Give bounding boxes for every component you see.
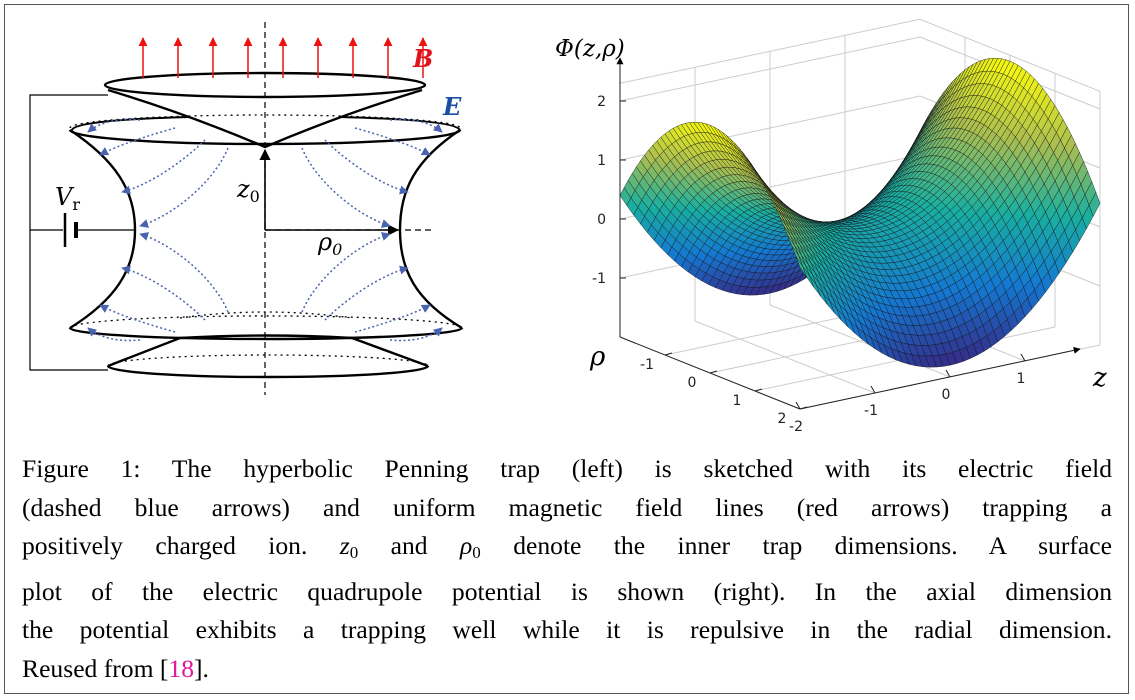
field-line <box>324 139 409 195</box>
magnetic-field-arrows <box>138 37 428 78</box>
rho-axis <box>619 336 801 410</box>
rho0-base: ρ <box>317 228 332 256</box>
citation: 18 <box>168 653 195 683</box>
caption-line: the potential exhibits a trapping well w… <box>22 611 1112 650</box>
wire <box>29 94 108 371</box>
math: ρ0 <box>460 531 481 563</box>
field-line <box>389 327 443 342</box>
rho-axis-label: ρ <box>589 342 606 372</box>
endcap-top <box>107 88 423 149</box>
tick-mark <box>870 385 876 394</box>
box-edge <box>919 18 1101 92</box>
field-line <box>99 304 176 333</box>
vr-label: Vr <box>55 183 80 214</box>
tick-mark <box>1020 353 1026 362</box>
surface <box>619 57 1101 368</box>
endcap-top <box>103 71 427 99</box>
caption: Figure 1: The hyperbolic Penning trap (l… <box>22 450 1112 689</box>
surface-patch <box>795 256 808 278</box>
rho-tick-label: 2 <box>778 411 787 427</box>
caption-text: positively charged ion. <box>22 531 340 561</box>
z-axis <box>799 346 1081 410</box>
z-tick-label: 0 <box>942 387 951 403</box>
caption-text: (dashed blue arrows) and uniform magneti… <box>22 492 1112 522</box>
phi-tick-label: 0 <box>597 212 606 228</box>
vr-base: V <box>55 183 75 211</box>
ring-left <box>69 129 137 330</box>
math-base: z <box>339 531 350 561</box>
field-line <box>87 327 141 342</box>
tick-mark <box>795 401 801 410</box>
surface-plot: 2 1 0 -1 -2 -1 0 1 -1 0 1 2 Φ(z,ρ) z ρ <box>555 18 1107 435</box>
z-tick-label: -2 <box>789 419 803 435</box>
caption-text: plot of the electric quadrupole potentia… <box>22 576 1112 606</box>
rho-tick-label: 1 <box>733 393 742 409</box>
z0-base: z <box>236 175 250 203</box>
caption-line: plot of the electric quadrupole potentia… <box>22 573 1112 612</box>
ring-top <box>68 129 462 146</box>
phi-tick-label: 2 <box>597 94 606 110</box>
tick-mark <box>945 369 951 378</box>
penning-trap-sketch <box>29 22 464 395</box>
caption-text: ]. <box>194 653 209 683</box>
caption-text: and <box>358 531 460 561</box>
figure-frame <box>4 4 1129 694</box>
tick-mark <box>754 388 763 392</box>
field-line <box>121 139 206 195</box>
caption-line: positively charged ion. z0 and ρ0 denote… <box>22 527 1112 573</box>
tick-mark <box>664 352 673 356</box>
electric-field-lines <box>87 118 443 342</box>
vr-sub: r <box>72 195 80 214</box>
math-sub: 0 <box>472 543 481 563</box>
field-line <box>354 127 431 156</box>
math-base: ρ <box>460 531 473 561</box>
field-line <box>139 232 229 313</box>
field-line <box>87 118 141 133</box>
z-axis-label: z <box>1092 363 1107 393</box>
field-line <box>139 147 229 228</box>
caption-line: (dashed blue arrows) and uniform magneti… <box>22 489 1112 528</box>
caption-text: Figure 1: The hyperbolic Penning trap (l… <box>22 454 1112 483</box>
rho-tick-label: -1 <box>640 357 654 373</box>
endcap-bottom <box>107 334 429 368</box>
ring-back <box>69 315 463 329</box>
caption-text: denote the inner trap dimensions. A surf… <box>480 531 1112 561</box>
z-tick-label: 1 <box>1017 371 1026 387</box>
tick-mark <box>709 370 718 374</box>
field-line <box>354 304 431 333</box>
field-line <box>99 127 176 156</box>
rho0-label: ρ0 <box>317 228 342 259</box>
phi-axis-label: Φ(z,ρ) <box>555 36 625 62</box>
field-line <box>301 232 391 313</box>
z0-label: z0 <box>236 175 260 206</box>
rho-tick-label: 0 <box>688 375 697 391</box>
endcap-bottom <box>106 365 430 379</box>
b-label: B <box>412 44 433 73</box>
math-sub: 0 <box>349 543 359 563</box>
ring-top <box>71 116 461 131</box>
caption-text: Reused from [ <box>22 653 169 683</box>
box-edge <box>619 18 921 84</box>
phi-tick-label: -1 <box>592 271 606 287</box>
e-label: E <box>442 92 462 121</box>
field-line <box>324 265 409 321</box>
field-line <box>301 147 391 228</box>
endcap-back <box>179 311 353 319</box>
ring-right <box>398 129 463 330</box>
field-line <box>121 265 206 321</box>
endcap-back <box>107 354 429 367</box>
z0-sub: 0 <box>250 187 260 206</box>
caption-line: Reused from [18]. <box>22 650 1112 689</box>
field-line <box>389 118 443 133</box>
math: z0 <box>339 531 359 563</box>
phi-tick-label: 1 <box>597 153 606 169</box>
rho0-sub: 0 <box>332 240 342 259</box>
caption-line: Figure 1: The hyperbolic Penning trap (l… <box>22 450 1112 489</box>
caption-text: the potential exhibits a trapping well w… <box>22 615 1112 645</box>
z-tick-label: -1 <box>864 403 878 419</box>
ring-bottom <box>68 327 464 341</box>
